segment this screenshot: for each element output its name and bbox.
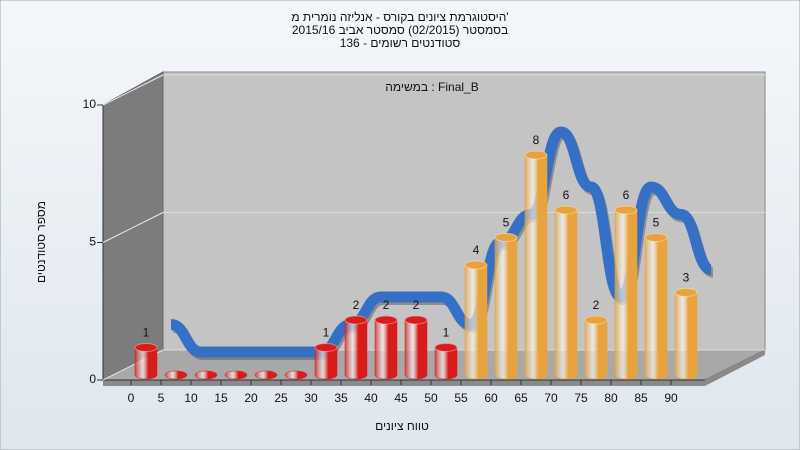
bar-group [374,315,398,380]
bar [614,205,638,380]
bar-cap [524,150,548,160]
bar [254,370,278,380]
x-tick-label: 60 [484,391,498,405]
data-label: 5 [653,216,660,230]
bar-group [224,370,248,380]
data-label: 1 [323,326,330,340]
x-axis-label: טווח ציונים [375,419,429,433]
bar-cap [314,343,338,352]
bar-cap [614,205,638,215]
y-tick-label: 0 [89,372,96,386]
data-label: 6 [623,188,630,202]
data-label: 4 [473,243,480,257]
y-tick-label: 10 [83,97,97,111]
bar-cap [584,315,608,325]
bar-cap [344,315,368,325]
bar-group [494,233,518,380]
bar [674,288,698,380]
x-tick-label: 0 [128,391,135,405]
bar-group [134,343,158,380]
x-tick-label: 45 [394,391,408,405]
data-label: 2 [383,298,390,312]
data-label: 5 [503,216,510,230]
bar [464,260,488,380]
bar-cap [374,315,398,325]
bar-group [314,343,338,380]
data-label: 8 [533,133,540,147]
data-label: 3 [683,271,690,285]
bar-group [614,205,638,380]
left-wall [102,71,164,381]
bar-group [164,370,188,380]
bar [374,315,398,380]
title-line: היסטוגרמת ציונים בקורס - אנליזה נומרית מ… [291,10,508,24]
title-line: סטודנטים רשומים - 136 [340,36,461,50]
data-label: 2 [353,298,360,312]
x-tick-label: 90 [664,391,678,405]
bar-group [464,260,488,380]
bar [344,315,368,380]
bar-group [404,315,428,380]
bar [404,315,428,380]
bar [164,370,188,380]
data-label: 1 [143,326,150,340]
x-tick-label: 50 [424,391,438,405]
y-axis-label: מספר סטודנטים [34,201,48,283]
bar-cap [644,233,668,242]
bar-cap [134,343,158,352]
bar-group [344,315,368,380]
bar [224,370,248,380]
title-line: בסמסטר (02/2015) סמסטר אביב 2015/16 [292,23,508,37]
data-label: 6 [563,188,570,202]
annotation: במשימה : Final_B [385,80,479,94]
data-label: 2 [413,298,420,312]
x-tick-label: 10 [184,391,198,405]
bar-group [284,370,308,380]
x-tick-label: 20 [244,391,258,405]
bar-group [554,205,578,380]
x-tick-label: 65 [514,391,528,405]
bar-cap [554,205,578,215]
bar-group [524,150,548,380]
bar-group [254,370,278,380]
grid-line [102,212,164,243]
x-tick-label: 25 [274,391,288,405]
bar [494,233,518,380]
y-tick-label: 5 [89,235,96,249]
bar-group [674,288,698,380]
x-tick-label: 5 [158,391,165,405]
x-tick-label: 85 [634,391,648,405]
bar-cap [404,315,428,325]
x-tick-label: 75 [574,391,588,405]
floor-edge [103,350,765,386]
grid-line [102,74,164,106]
bar [584,315,608,380]
x-tick-label: 55 [454,391,468,405]
bar-group [584,315,608,380]
x-tick-label: 80 [604,391,618,405]
bar [554,205,578,380]
bar-cap [464,260,488,270]
x-tick-label: 15 [214,391,228,405]
bar [524,150,548,380]
bar-group [194,370,218,380]
x-tick-label: 40 [364,391,378,405]
bar-group [434,343,458,380]
bar [644,233,668,380]
bar [284,370,308,380]
bar-cap [674,288,698,297]
x-tick-label: 30 [304,391,318,405]
x-tick-label: 35 [334,391,348,405]
bar-cap [434,343,458,352]
data-label: 2 [593,298,600,312]
x-tick-label: 70 [544,391,558,405]
bar [194,370,218,380]
bar-cap [494,233,518,242]
data-label: 1 [443,326,450,340]
bar-group [644,233,668,380]
